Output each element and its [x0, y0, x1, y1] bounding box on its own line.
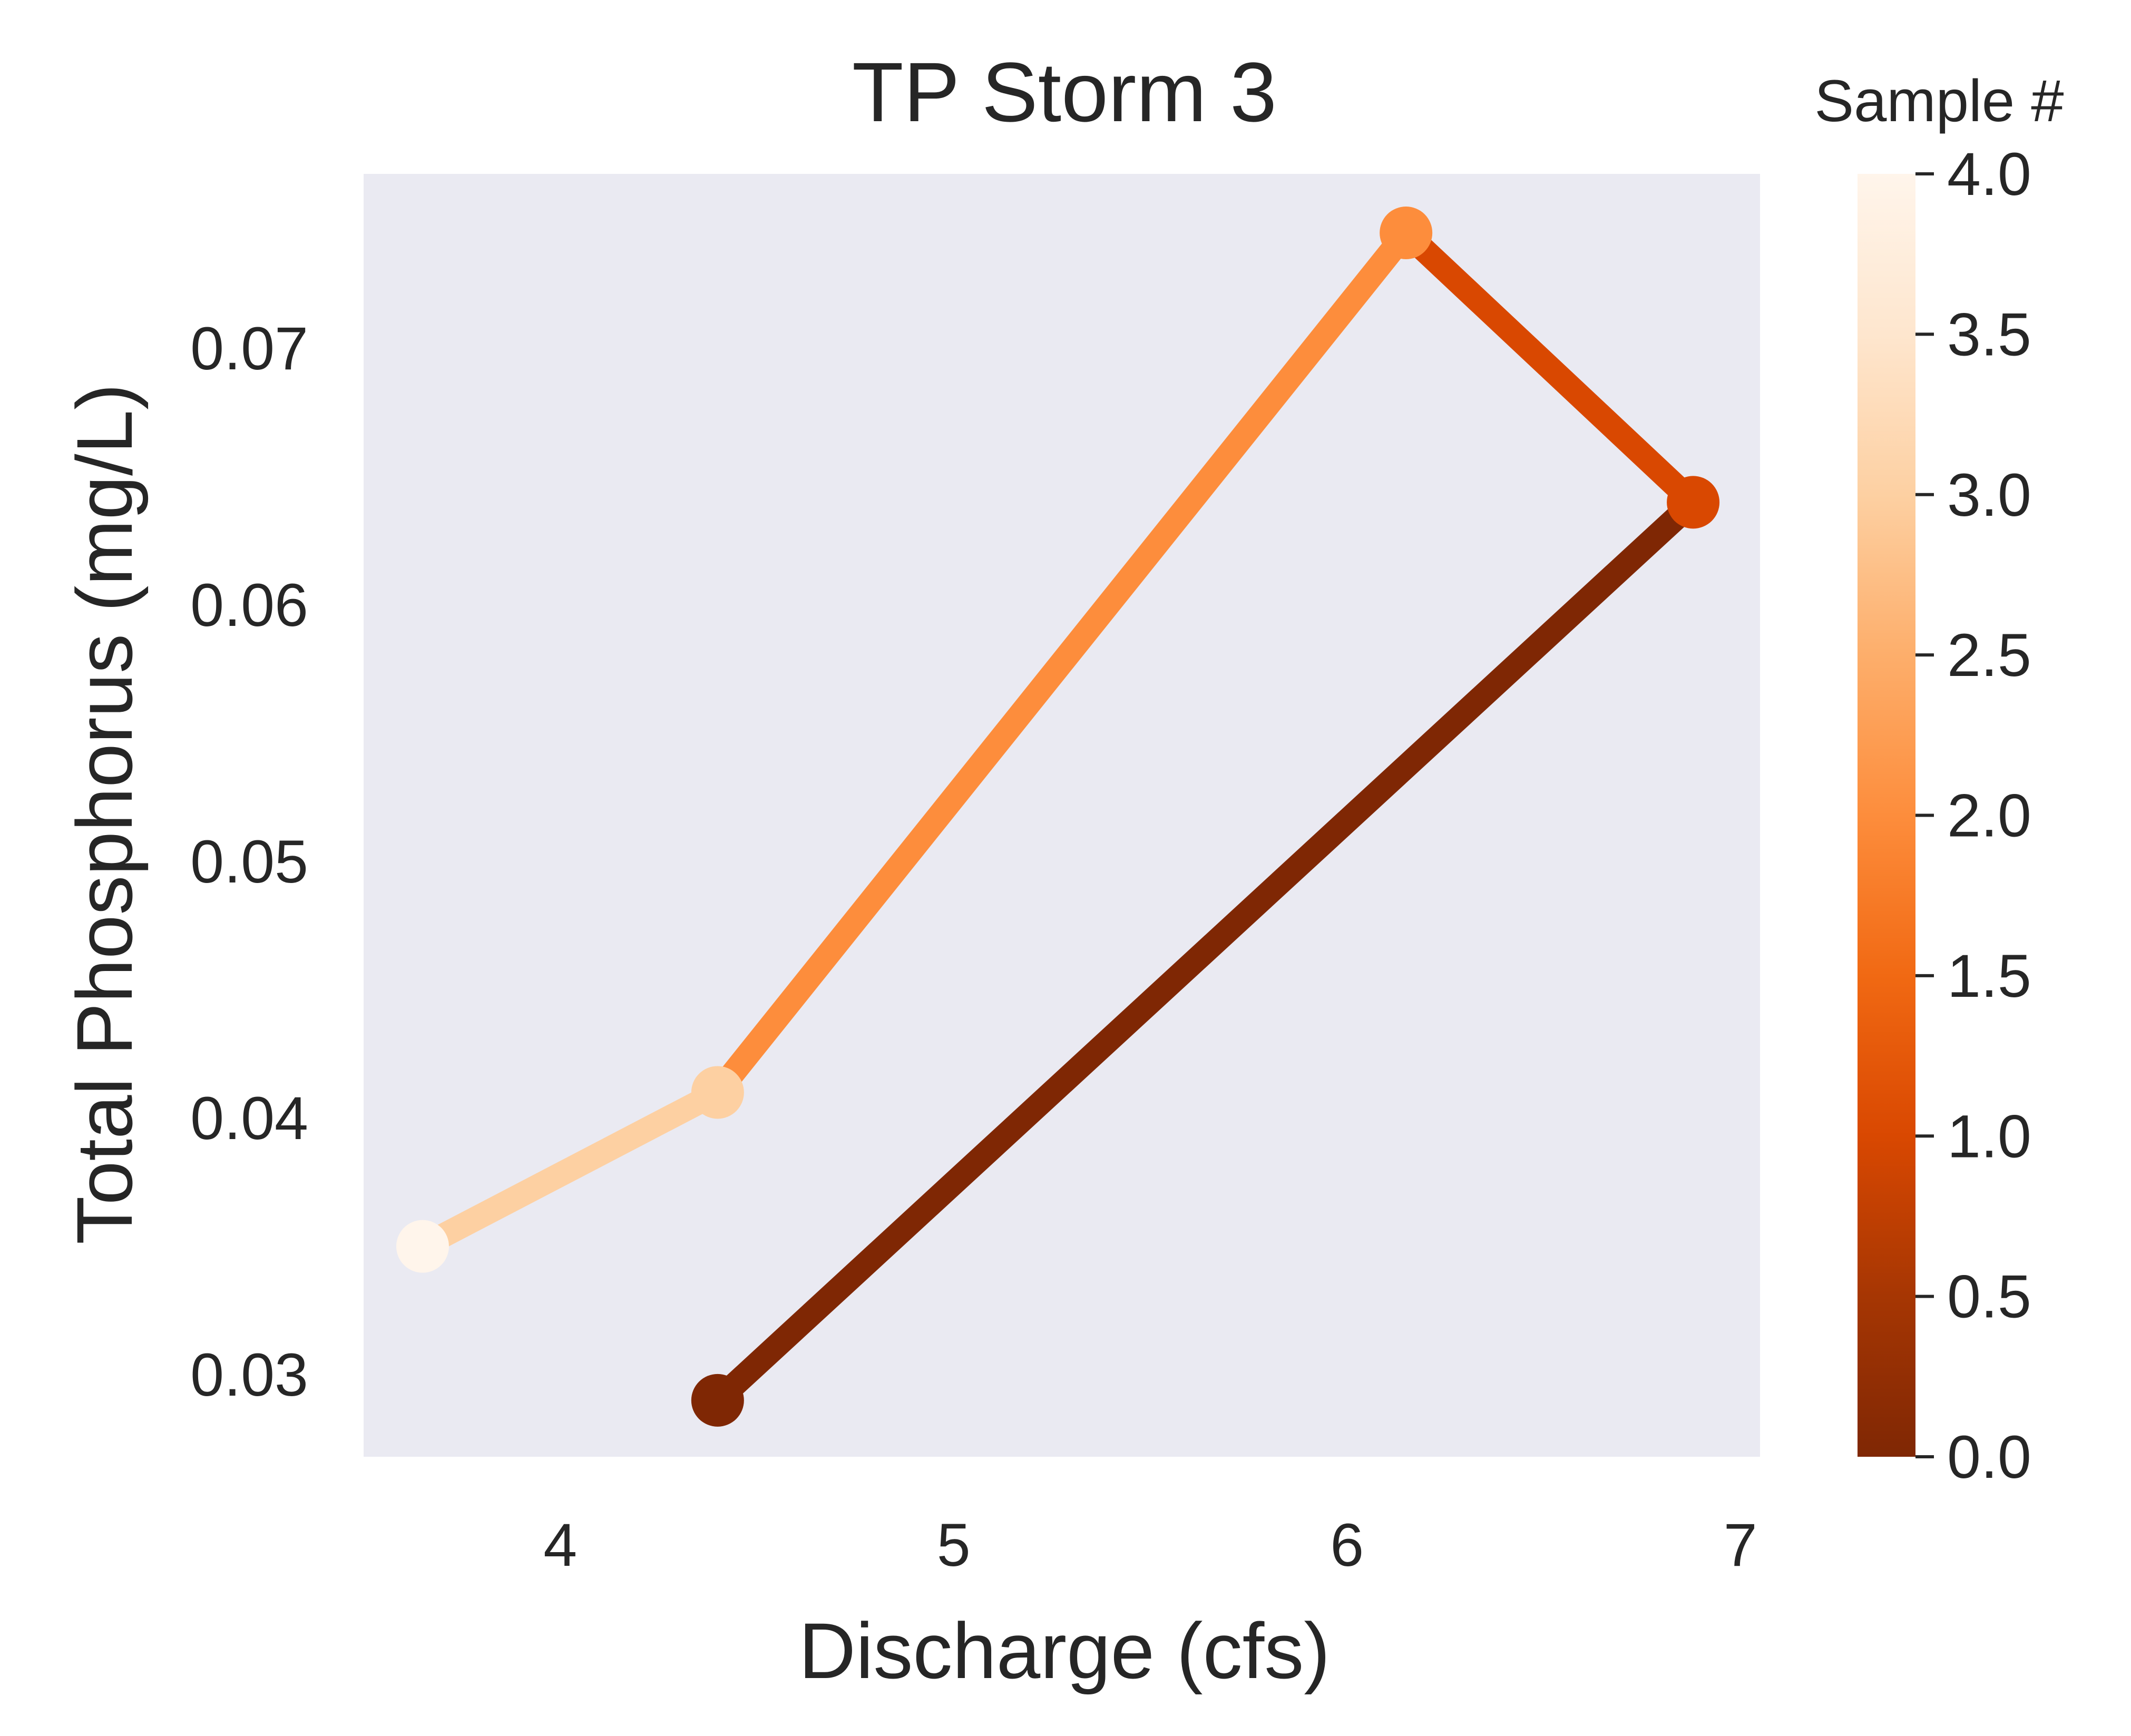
x-tick-label: 6: [1330, 1512, 1364, 1579]
y-tick-label: 0.04: [190, 1085, 308, 1152]
colorbar-tick-label: 0.0: [1947, 1424, 2031, 1491]
y-tick-label: 0.05: [190, 828, 308, 896]
colorbar-tick-label: 1.0: [1947, 1103, 2031, 1170]
series-segment: [1397, 224, 1702, 512]
y-tick-label: 0.07: [190, 315, 308, 382]
data-point: [396, 1220, 449, 1273]
x-tick-label: 5: [937, 1512, 971, 1579]
x-axis-label: Discharge (cfs): [799, 1606, 1331, 1695]
colorbar-tick-label: 0.5: [1947, 1263, 2031, 1331]
y-tick-labels: 0.03 0.04 0.05 0.06 0.07: [190, 315, 308, 1409]
colorbar-tick-label: 2.5: [1947, 622, 2031, 689]
x-tick-label: 4: [543, 1512, 577, 1579]
y-axis-label: Total Phosphorus (mg/L): [60, 384, 149, 1244]
colorbar-tick-label: 3.5: [1947, 301, 2031, 368]
y-tick-label: 0.03: [190, 1341, 308, 1409]
series-segment: [708, 225, 1416, 1100]
series-segment: [709, 493, 1702, 1409]
x-tick-label: 7: [1724, 1512, 1757, 1579]
x-tick-labels: 4 5 6 7: [543, 1512, 1757, 1579]
colorbar-title: Sample #: [1814, 68, 2064, 134]
colorbar-tick-label: 2.0: [1947, 782, 2031, 850]
series-points: [396, 207, 1720, 1427]
colorbar-tick-label: 3.0: [1947, 462, 2031, 529]
colorbar-tick-label: 4.0: [1947, 141, 2031, 208]
chart-title: TP Storm 3: [852, 45, 1277, 139]
data-point: [1667, 476, 1720, 529]
data-point: [691, 1374, 744, 1427]
data-point: [691, 1066, 744, 1119]
series-segment: [417, 1082, 724, 1258]
colorbar: [1858, 174, 1915, 1457]
y-tick-label: 0.06: [190, 572, 308, 639]
colorbar-tick-label: 1.5: [1947, 943, 2031, 1010]
colorbar-ticks: 0.0 0.5 1.0 1.5 2.0 2.5 3.0 3.5 4.0: [1915, 141, 2031, 1491]
data-point: [1380, 207, 1433, 260]
plot-area: [364, 174, 1760, 1457]
series-lines: [417, 224, 1702, 1409]
